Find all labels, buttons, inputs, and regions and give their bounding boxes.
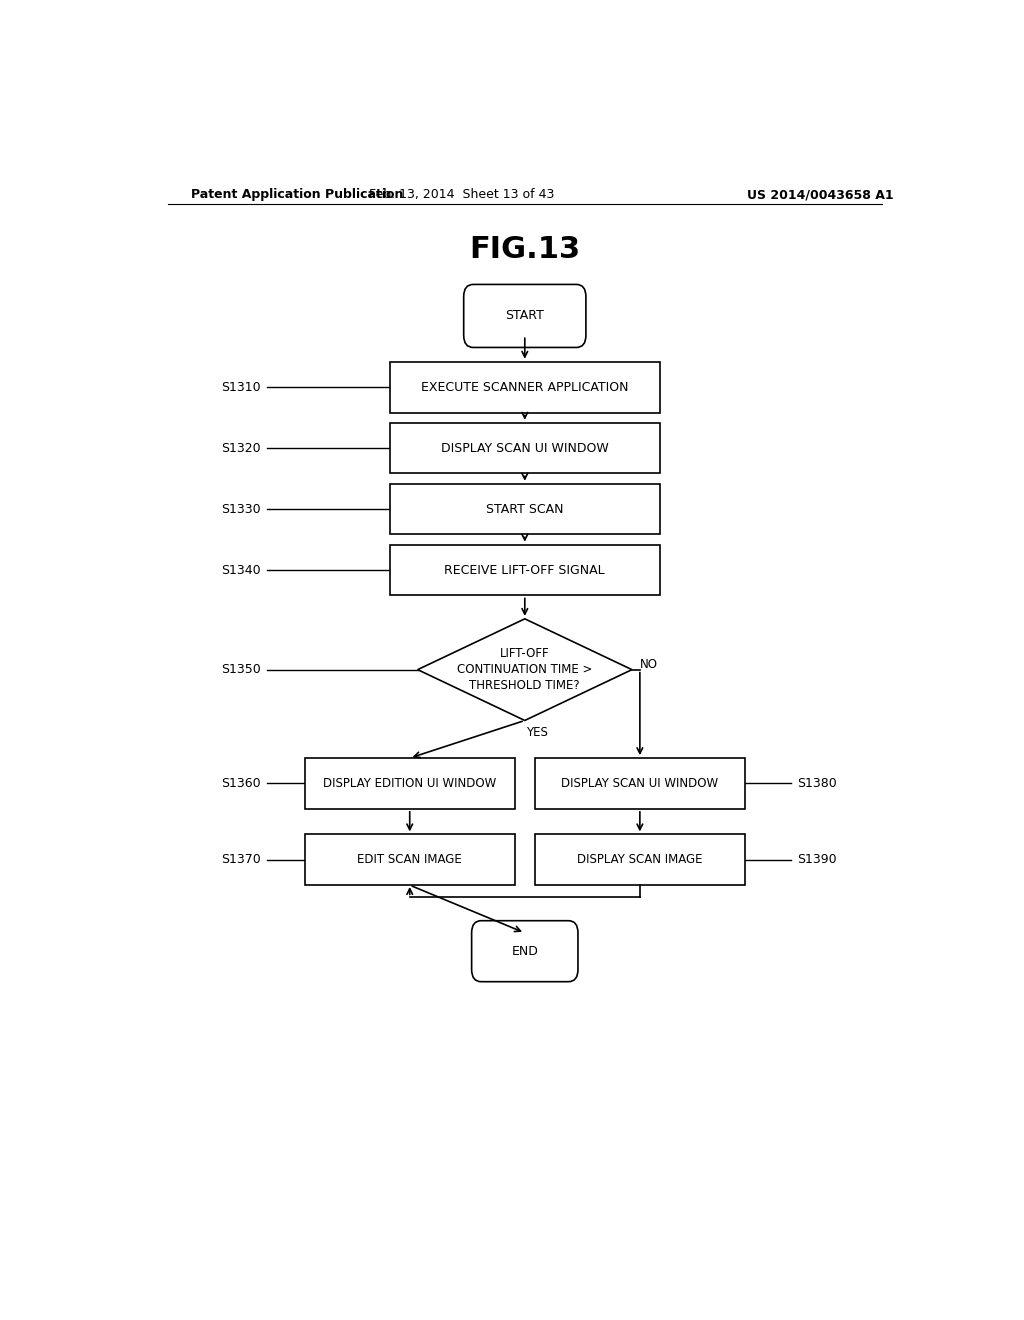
Text: EXECUTE SCANNER APPLICATION: EXECUTE SCANNER APPLICATION [421,380,629,393]
Text: S1320: S1320 [221,442,260,454]
Text: US 2014/0043658 A1: US 2014/0043658 A1 [748,189,894,202]
Bar [304,758,515,809]
Bar [304,834,515,886]
Text: FIG.13: FIG.13 [469,235,581,264]
Text: S1360: S1360 [221,777,260,789]
Text: S1390: S1390 [797,853,837,866]
Text: START: START [506,309,544,322]
FancyBboxPatch shape [464,284,586,347]
Text: S1340: S1340 [221,564,260,577]
Text: DISPLAY SCAN UI WINDOW: DISPLAY SCAN UI WINDOW [561,777,719,789]
Text: Patent Application Publication: Patent Application Publication [191,189,403,202]
Text: S1310: S1310 [221,380,260,393]
Text: START SCAN: START SCAN [486,503,563,516]
Bar [390,483,659,535]
Text: S1370: S1370 [221,853,260,866]
Text: DISPLAY SCAN IMAGE: DISPLAY SCAN IMAGE [578,853,702,866]
Bar [390,362,659,412]
Bar [390,545,659,595]
Bar [390,422,659,474]
Text: YES: YES [525,726,548,739]
Text: DISPLAY EDITION UI WINDOW: DISPLAY EDITION UI WINDOW [324,777,497,789]
Text: EDIT SCAN IMAGE: EDIT SCAN IMAGE [357,853,462,866]
Text: DISPLAY SCAN UI WINDOW: DISPLAY SCAN UI WINDOW [441,442,608,454]
FancyBboxPatch shape [472,921,578,982]
Text: NO: NO [640,659,657,671]
Text: Feb. 13, 2014  Sheet 13 of 43: Feb. 13, 2014 Sheet 13 of 43 [369,189,554,202]
Text: END: END [511,945,539,958]
Text: S1380: S1380 [797,777,837,789]
Text: S1330: S1330 [221,503,260,516]
Polygon shape [418,619,632,721]
Text: RECEIVE LIFT-OFF SIGNAL: RECEIVE LIFT-OFF SIGNAL [444,564,605,577]
Bar [535,758,745,809]
Text: LIFT-OFF
CONTINUATION TIME >
THRESHOLD TIME?: LIFT-OFF CONTINUATION TIME > THRESHOLD T… [457,647,593,692]
Bar [535,834,745,886]
Text: S1350: S1350 [221,663,260,676]
